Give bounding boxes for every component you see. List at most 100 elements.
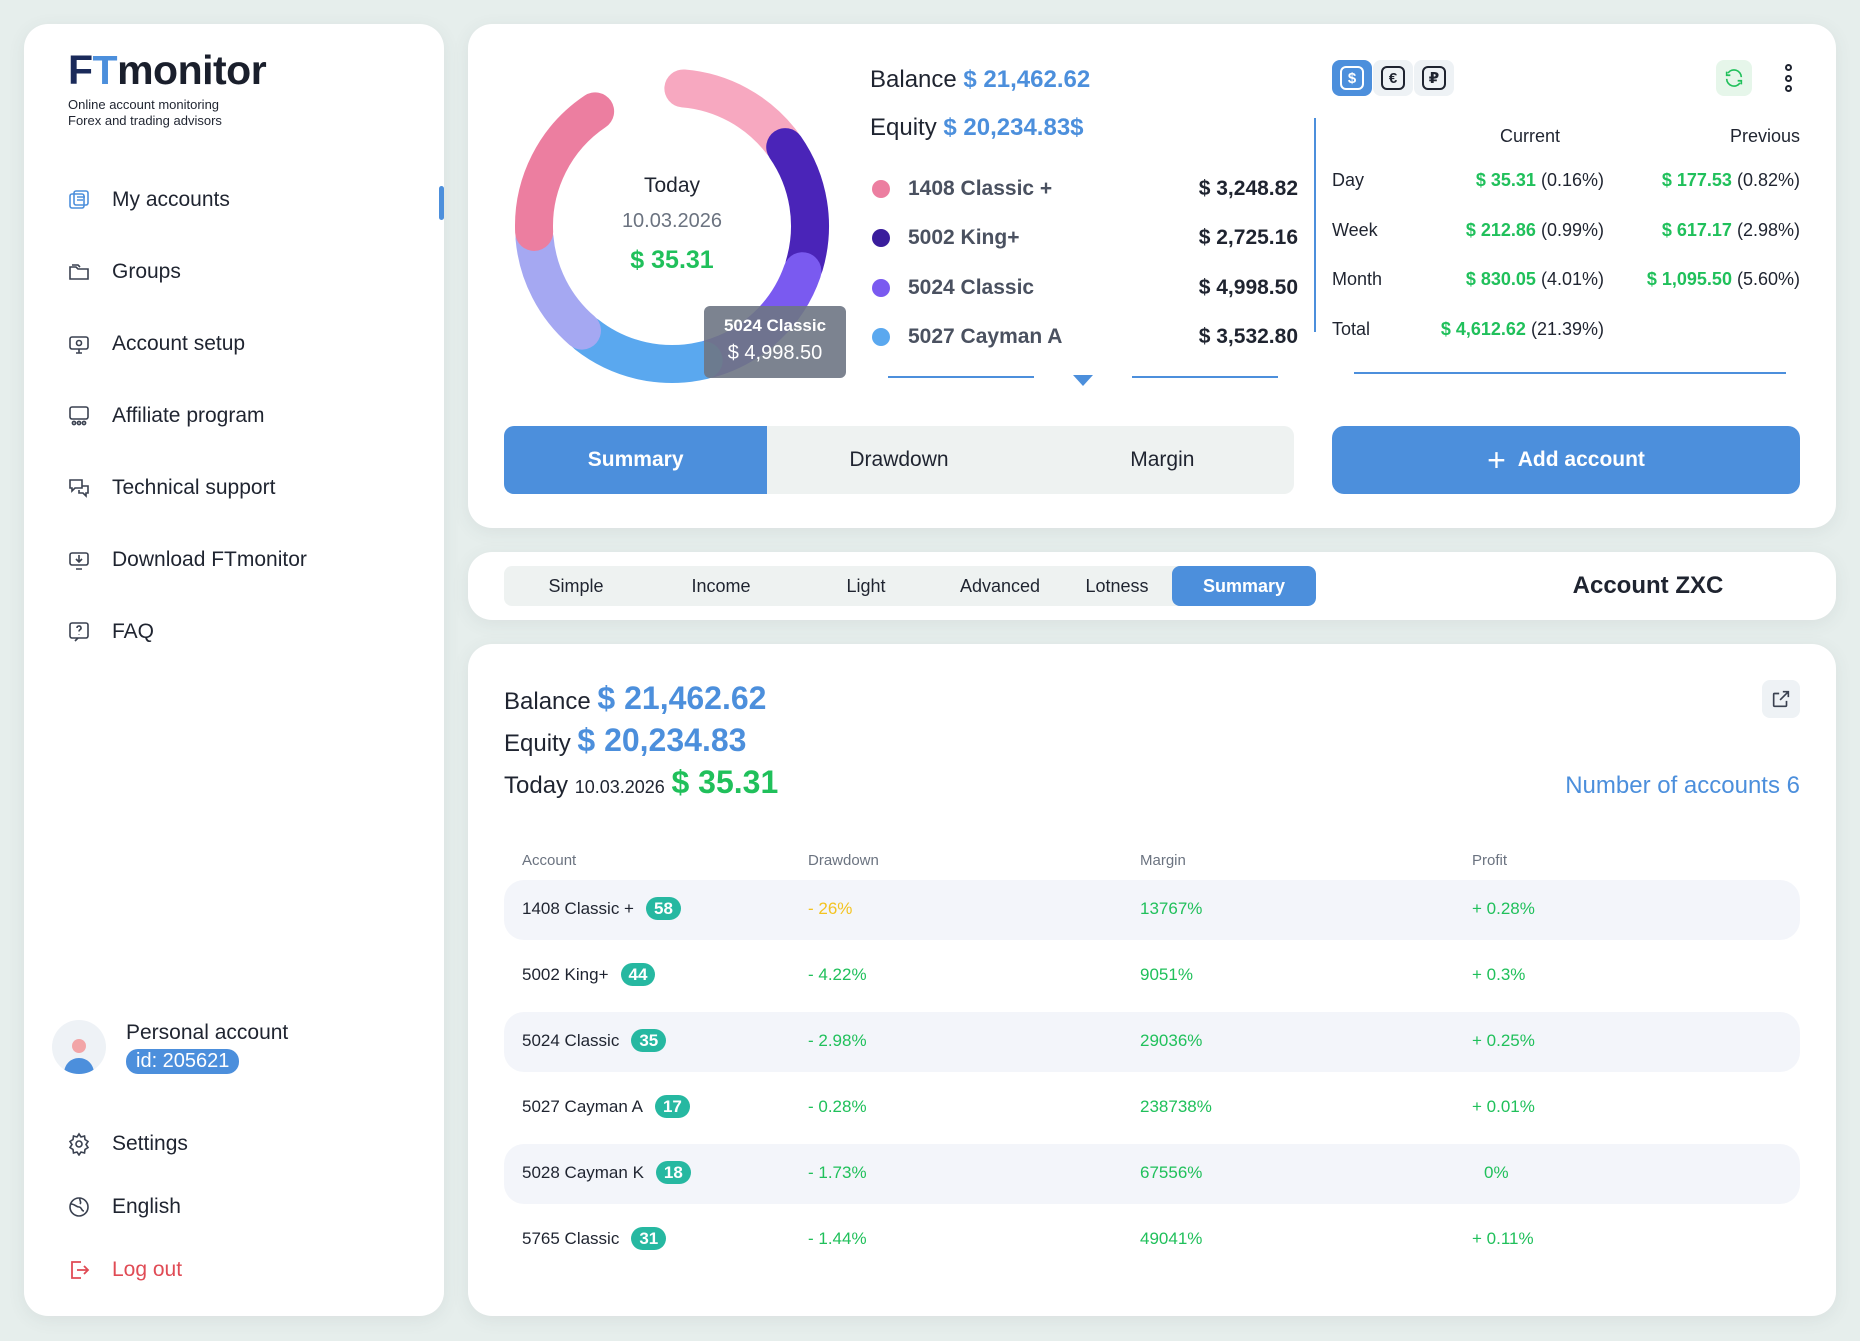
legend-row[interactable]: 5024 Classic $ 4,998.50 <box>870 263 1298 313</box>
summary-balance-value: $ 21,462.62 <box>597 680 767 716</box>
table-row[interactable]: 1408 Classic + 58 - 26% 13767% + 0.28% <box>504 880 1800 940</box>
dot <box>1784 85 1792 92</box>
stats-current-value: $ 35.31 <box>1475 170 1536 190</box>
legend-row[interactable]: 5027 Cayman A $ 3,532.80 <box>870 313 1298 363</box>
logo-tagline-1: Online account monitoring <box>68 97 220 112</box>
margin-value: 29036% <box>1140 1031 1203 1050</box>
account-name: 5027 Cayman A <box>522 1096 643 1116</box>
table-row[interactable]: 5002 King+ 44 - 4.22% 9051% + 0.3% <box>504 946 1800 1006</box>
sidebar-item-label: My accounts <box>112 188 230 211</box>
legend-pager[interactable] <box>888 370 1278 390</box>
legend-account-value: $ 2,725.16 <box>1198 226 1298 250</box>
sidebar-item-affiliate[interactable]: Affiliate program <box>24 380 444 452</box>
legend-row[interactable]: 1408 Classic + $ 3,248.82 <box>870 164 1298 214</box>
account-name: 5765 Classic <box>522 1228 620 1248</box>
legend-row[interactable]: 5002 King+ $ 2,725.16 <box>870 214 1298 264</box>
tab-drawdown[interactable]: Drawdown <box>849 448 949 471</box>
sidebar-item-technical-support[interactable]: Technical support <box>24 452 444 524</box>
col-account[interactable]: Account <box>522 852 577 869</box>
download-icon <box>66 547 92 573</box>
account-cell: 5024 Classic 35 <box>522 1029 667 1052</box>
sidebar-item-settings[interactable]: Settings <box>24 1112 444 1175</box>
legend-dot <box>872 278 890 297</box>
tab-lotness[interactable]: Lotness <box>1085 575 1149 596</box>
sidebar-item-language[interactable]: English <box>24 1175 444 1238</box>
profile-id-badge: id: 205621 <box>126 1048 240 1074</box>
refresh-button[interactable] <box>1716 60 1752 96</box>
col-margin[interactable]: Margin <box>1140 852 1186 869</box>
sidebar-item-my-accounts[interactable]: My accounts <box>24 164 444 236</box>
summary-equity-value: $ 20,234.83 <box>577 722 747 758</box>
balance-donut-chart[interactable]: Today 10.03.2026 $ 35.31 5024 Classic $ … <box>504 58 846 394</box>
overview-panel: Today 10.03.2026 $ 35.31 5024 Classic $ … <box>468 24 1836 528</box>
equity-value: $ 20,234.83$ <box>943 114 1084 141</box>
currency-rub-button[interactable]: ₽ <box>1414 60 1454 96</box>
stats-row-day: Day $ 35.31 (0.16%) $ 177.53 (0.82%) <box>1332 156 1800 206</box>
sidebar-item-label: Groups <box>112 260 181 283</box>
chevron-down-icon[interactable] <box>1070 372 1096 388</box>
overview-tabs: Summary Drawdown Margin <box>504 426 1294 494</box>
faq-icon <box>66 619 92 645</box>
tab-advanced[interactable]: Advanced <box>959 575 1041 596</box>
account-name: 1408 Classic + <box>522 898 634 918</box>
period-stats: Current Previous Day $ 35.31 (0.16%) $ 1… <box>1332 116 1800 354</box>
ruble-icon: ₽ <box>1422 66 1446 90</box>
sidebar-item-groups[interactable]: Groups <box>24 236 444 308</box>
legend-account-name: 1408 Classic + <box>908 176 1053 200</box>
donut-tooltip: 5024 Classic $ 4,998.50 <box>704 306 846 378</box>
stats-row-week: Week $ 212.86 (0.99%) $ 617.17 (2.98%) <box>1332 206 1800 256</box>
profile-block[interactable]: Personal account id: 205621 <box>52 1020 288 1074</box>
drawdown-value: - 26% <box>808 899 853 918</box>
currency-eur-button[interactable]: € <box>1373 60 1413 96</box>
stats-current-pct: (4.01%) <box>1540 269 1604 289</box>
sidebar-item-label: FAQ <box>112 620 155 643</box>
bottom-nav: Settings English Log out <box>24 1112 444 1301</box>
donut-today-value: $ 35.31 <box>630 246 714 274</box>
table-row[interactable]: 5027 Cayman A 17 - 0.28% 238738% + 0.01% <box>504 1078 1800 1138</box>
summary-today-label: Today <box>504 772 569 799</box>
stats-current-value: $ 212.86 <box>1465 219 1536 240</box>
stats-previous-pct: (2.98%) <box>1736 219 1800 240</box>
sidebar-item-account-setup[interactable]: Account setup <box>24 308 444 380</box>
add-account-button[interactable]: + Add account <box>1332 426 1800 494</box>
sidebar-item-logout[interactable]: Log out <box>24 1238 444 1301</box>
col-profit[interactable]: Profit <box>1472 852 1508 869</box>
more-menu-button[interactable] <box>1778 60 1798 96</box>
tooltip-account-name: 5024 Classic <box>723 316 827 335</box>
accounts-table: Account Drawdown Margin Profit 1408 Clas… <box>504 840 1800 1276</box>
tab-summary-view[interactable]: Summary <box>1172 566 1316 606</box>
account-name: 5028 Cayman K <box>522 1162 644 1182</box>
summary-today-date: 10.03.2026 <box>574 777 665 797</box>
legend-dot <box>872 229 890 248</box>
table-row[interactable]: 5028 Cayman K 18 - 1.73% 67556% 0% <box>504 1144 1800 1204</box>
tab-income[interactable]: Income <box>691 575 751 596</box>
donut-segment[interactable] <box>567 315 723 383</box>
table-row[interactable]: 5765 Classic 31 - 1.44% 49041% + 0.11% <box>504 1210 1800 1270</box>
sidebar-item-label: Settings <box>112 1131 188 1155</box>
stats-previous-value: $ 1,095.50 <box>1646 269 1732 289</box>
currency-usd-button[interactable]: $ <box>1332 60 1372 96</box>
col-drawdown[interactable]: Drawdown <box>808 852 879 869</box>
avatar <box>52 1020 106 1074</box>
tab-light[interactable]: Light <box>846 575 886 596</box>
open-external-button[interactable] <box>1762 680 1800 718</box>
affiliate-icon <box>66 403 92 429</box>
monitor-settings-icon <box>66 331 92 357</box>
tooltip-account-value: $ 4,998.50 <box>727 342 823 364</box>
stats-previous-header: Previous <box>1729 126 1800 146</box>
stats-period: Total <box>1332 318 1371 339</box>
sidebar-item-faq[interactable]: FAQ <box>24 596 444 668</box>
donut-date: 10.03.2026 <box>621 210 723 232</box>
donut-segment[interactable] <box>766 128 829 285</box>
donut-segment[interactable] <box>515 92 615 251</box>
tab-simple[interactable]: Simple <box>548 575 604 596</box>
overview-balance: Balance $ 21,462.62 <box>870 66 1090 94</box>
account-count-badge: 58 <box>645 897 681 920</box>
summary-equity-label: Equity <box>504 730 571 757</box>
sidebar-item-download[interactable]: Download FTmonitor <box>24 524 444 596</box>
table-row[interactable]: 5024 Classic 35 - 2.98% 29036% + 0.25% <box>504 1012 1800 1072</box>
dot <box>1784 64 1792 71</box>
tab-margin[interactable]: Margin <box>1130 448 1195 471</box>
logo[interactable]: FT monitor Online account monitoring Fore… <box>68 50 267 129</box>
tab-summary[interactable]: Summary <box>504 426 768 494</box>
